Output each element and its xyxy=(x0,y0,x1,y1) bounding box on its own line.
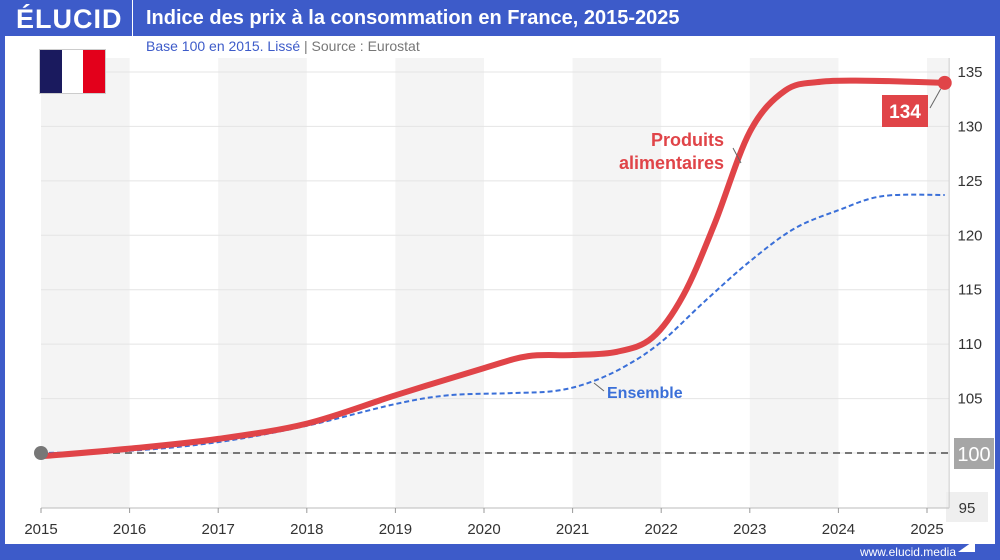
chart-title: Indice des prix à la consommation en Fra… xyxy=(146,7,680,29)
x-tick-label: 2025 xyxy=(910,521,943,538)
y-tick-label: 95 xyxy=(959,500,976,517)
background-band xyxy=(749,58,839,508)
x-tick-label: 2021 xyxy=(556,521,589,538)
y-tick-label: 120 xyxy=(957,227,982,244)
x-tick-label: 2020 xyxy=(467,521,500,538)
y-tick-bg xyxy=(946,492,988,522)
subtitle-source: Source : Eurostat xyxy=(311,38,420,54)
ensemble-series-label: Ensemble xyxy=(607,385,683,402)
background-band xyxy=(395,58,484,508)
start-point xyxy=(34,446,48,460)
elucid-logo: ÉLUCID xyxy=(16,4,123,34)
x-tick-label: 2015 xyxy=(24,521,57,538)
x-tick-label: 2018 xyxy=(290,521,323,538)
food-series-label-2: alimentaires xyxy=(619,153,724,173)
end-label-leader xyxy=(929,88,942,109)
footer-logo-icon xyxy=(958,540,975,552)
x-tick-label: 2019 xyxy=(379,521,412,538)
x-tick-label: 2016 xyxy=(113,521,146,538)
background-band xyxy=(41,58,130,508)
food-series-label-1: Produits xyxy=(651,130,724,150)
y-tick-label: 105 xyxy=(957,391,982,408)
x-tick-label: 2017 xyxy=(202,521,235,538)
x-tick-label: 2022 xyxy=(645,521,678,538)
y-tick-label: 115 xyxy=(958,282,982,299)
x-tick-label: 2024 xyxy=(822,521,855,538)
header-divider xyxy=(132,0,133,36)
subtitle-base: Base 100 en 2015. Lissé xyxy=(146,38,301,54)
background-band xyxy=(572,58,662,508)
subtitle-separator: | xyxy=(304,38,308,54)
series-food-line xyxy=(38,77,948,460)
x-tick-label: 2023 xyxy=(733,521,766,538)
subtitle: Base 100 en 2015. Lissé | Source : Euros… xyxy=(146,38,420,54)
y-tick-label: 100 xyxy=(957,444,990,466)
y-tick-label: 130 xyxy=(957,118,982,135)
food-end-label-bg xyxy=(882,95,928,127)
header-bar: ÉLUCID Indice des prix à la consommation… xyxy=(0,0,1000,36)
food-end-label: 134 xyxy=(889,102,921,123)
y-tick-label: 125 xyxy=(957,173,982,190)
food-label-leader xyxy=(732,147,742,164)
footer-url[interactable]: www.elucid.media xyxy=(859,545,956,559)
y-tick-label: 135 xyxy=(957,64,982,81)
food-end-point xyxy=(937,75,952,90)
france-flag-icon xyxy=(39,49,106,94)
ensemble-label-leader xyxy=(593,382,605,392)
background-band xyxy=(927,58,950,508)
y-tick-label: 110 xyxy=(958,336,982,353)
background-band xyxy=(218,58,307,508)
reference-label-bg xyxy=(954,438,994,469)
